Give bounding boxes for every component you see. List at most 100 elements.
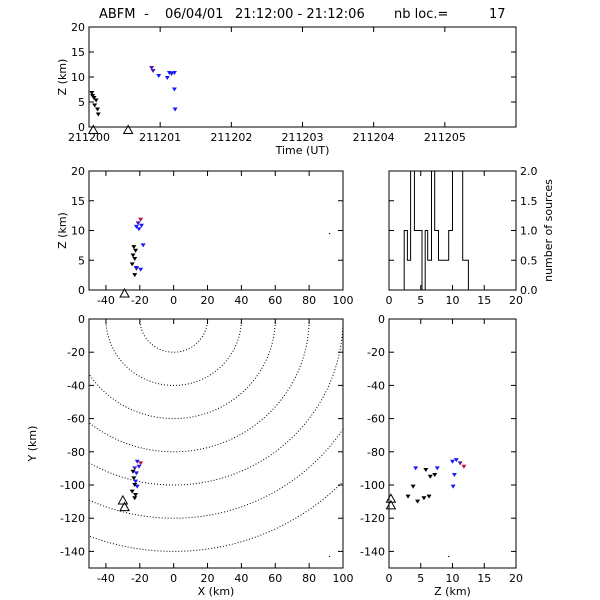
- source-point: [129, 262, 135, 267]
- title-time-range: 21:12:00 - 21:12:06: [235, 7, 365, 22]
- source-point: [130, 469, 136, 474]
- station-marker: [385, 499, 397, 510]
- z-axis-tick-label: 20: [509, 572, 523, 585]
- source-point: [131, 476, 137, 481]
- count-axis-tick-label: 0.0: [520, 284, 538, 297]
- source-point: [131, 245, 137, 250]
- source-point: [448, 555, 450, 558]
- time-axis-tick-label: 211201: [139, 131, 181, 144]
- source-point: [156, 74, 162, 78]
- y-axis-tick-label: -80: [367, 446, 385, 459]
- y-axis-tick-label: -60: [367, 413, 385, 426]
- source-point: [135, 221, 141, 226]
- title-station: ABFM: [99, 7, 136, 22]
- height-axis-tick-label: 20: [71, 21, 85, 34]
- source-point: [133, 224, 139, 229]
- source-point: [133, 248, 139, 253]
- x-axis-tick-label: -40: [97, 572, 115, 585]
- source-point: [450, 484, 456, 489]
- source-point: [410, 484, 416, 489]
- source-point: [132, 496, 138, 501]
- source-point: [426, 494, 432, 499]
- source-point: [138, 223, 144, 228]
- station-marker: [117, 494, 129, 505]
- count-axis-tick-label: 1.0: [520, 225, 538, 238]
- y-axis-tick-label: -100: [360, 479, 385, 492]
- source-point: [450, 459, 455, 464]
- y-axis-tick-label: -20: [367, 346, 385, 359]
- y-axis-tick-label: -40: [367, 379, 385, 392]
- source-point: [405, 494, 411, 499]
- station-marker: [385, 493, 397, 503]
- plot-frame: [88, 170, 344, 291]
- height-axis-tick-label: 10: [71, 225, 85, 238]
- source-point: [133, 479, 139, 484]
- source-point: [136, 227, 142, 232]
- y-axis-label: Z (km): [56, 59, 69, 96]
- source-point: [164, 76, 170, 80]
- range-ring: [89, 319, 310, 453]
- x-axis-tick-label: -20: [131, 294, 149, 307]
- z-axis-tick-label: 15: [477, 294, 491, 307]
- source-point: [132, 257, 138, 262]
- source-point: [423, 468, 429, 473]
- source-point: [328, 232, 331, 235]
- source-point: [421, 496, 427, 501]
- x-axis-tick-label: 100: [333, 294, 354, 307]
- source-point: [434, 466, 440, 471]
- source-point: [130, 253, 136, 258]
- plot-frame: [88, 318, 344, 569]
- source-point: [427, 474, 433, 479]
- count-axis-tick-label: 1.5: [520, 195, 538, 208]
- title-separator: -: [140, 7, 153, 22]
- x-height-panel: -40 -20 0 20 40 60 80 100 0 5 10 15 20 Z (km): [56, 165, 354, 307]
- height-axis-tick-label: 10: [71, 71, 85, 84]
- source-point: [171, 87, 177, 92]
- source-point: [140, 243, 146, 248]
- time-axis-tick-label: 211204: [353, 131, 395, 144]
- source-point: [138, 267, 144, 272]
- title-count-label: nb loc.=: [394, 7, 448, 22]
- z-axis-tick-label: 5: [417, 572, 424, 585]
- x-axis-tick-label: 60: [268, 294, 282, 307]
- source-point: [432, 473, 438, 478]
- source-histogram-panel: 0 5 10 15 200.0 0.5 1.0 1.5 2.0 number of sources: [386, 165, 556, 307]
- x-axis-tick-label: 60: [268, 572, 282, 585]
- y-axis-tick-label: -40: [67, 379, 85, 392]
- x-axis-tick-label: 40: [234, 572, 248, 585]
- z-axis-tick-label: 0: [386, 294, 393, 307]
- plot-frame: [388, 318, 517, 569]
- x-axis-label: Z (km): [434, 585, 471, 598]
- time-height-panel: 211200 211201 211202 211203 211204 211205 0 5 10…: [56, 21, 517, 157]
- count-axis-tick-label: 2.0: [520, 165, 538, 178]
- source-point: [132, 466, 138, 471]
- x-axis-tick-label: 20: [201, 294, 215, 307]
- source-point: [136, 464, 142, 469]
- height-axis-tick-label: 20: [71, 165, 85, 178]
- source-point: [413, 466, 419, 471]
- source-point: [171, 71, 177, 75]
- y-axis-label: number of sources: [542, 179, 555, 282]
- x-axis-tick-label: 20: [201, 572, 215, 585]
- height-axis-tick-label: 0: [78, 284, 85, 297]
- source-point: [133, 265, 139, 270]
- source-point: [133, 471, 139, 476]
- y-axis-tick-label: -100: [60, 479, 85, 492]
- source-point: [138, 217, 144, 222]
- z-axis-tick-label: 10: [446, 572, 460, 585]
- source-point: [95, 107, 101, 112]
- source-point: [149, 66, 155, 70]
- y-axis-label: Z (km): [56, 212, 69, 249]
- source-point: [95, 112, 101, 117]
- source-point: [91, 96, 97, 100]
- source-point: [461, 464, 467, 469]
- plot-frame: [88, 26, 517, 128]
- station-marker: [87, 124, 99, 134]
- z-y-view-panel: 0 5 10 15 20 -140 -120 -100 -80 -60 -40 -20 0 Z (km): [360, 313, 523, 598]
- z-axis-tick-label: 0: [386, 572, 393, 585]
- y-axis-tick-label: -120: [360, 512, 385, 525]
- x-axis-label: Time (UT): [275, 144, 330, 157]
- z-axis-tick-label: 10: [446, 294, 460, 307]
- y-axis-tick-label: -60: [67, 413, 85, 426]
- source-point: [133, 492, 139, 497]
